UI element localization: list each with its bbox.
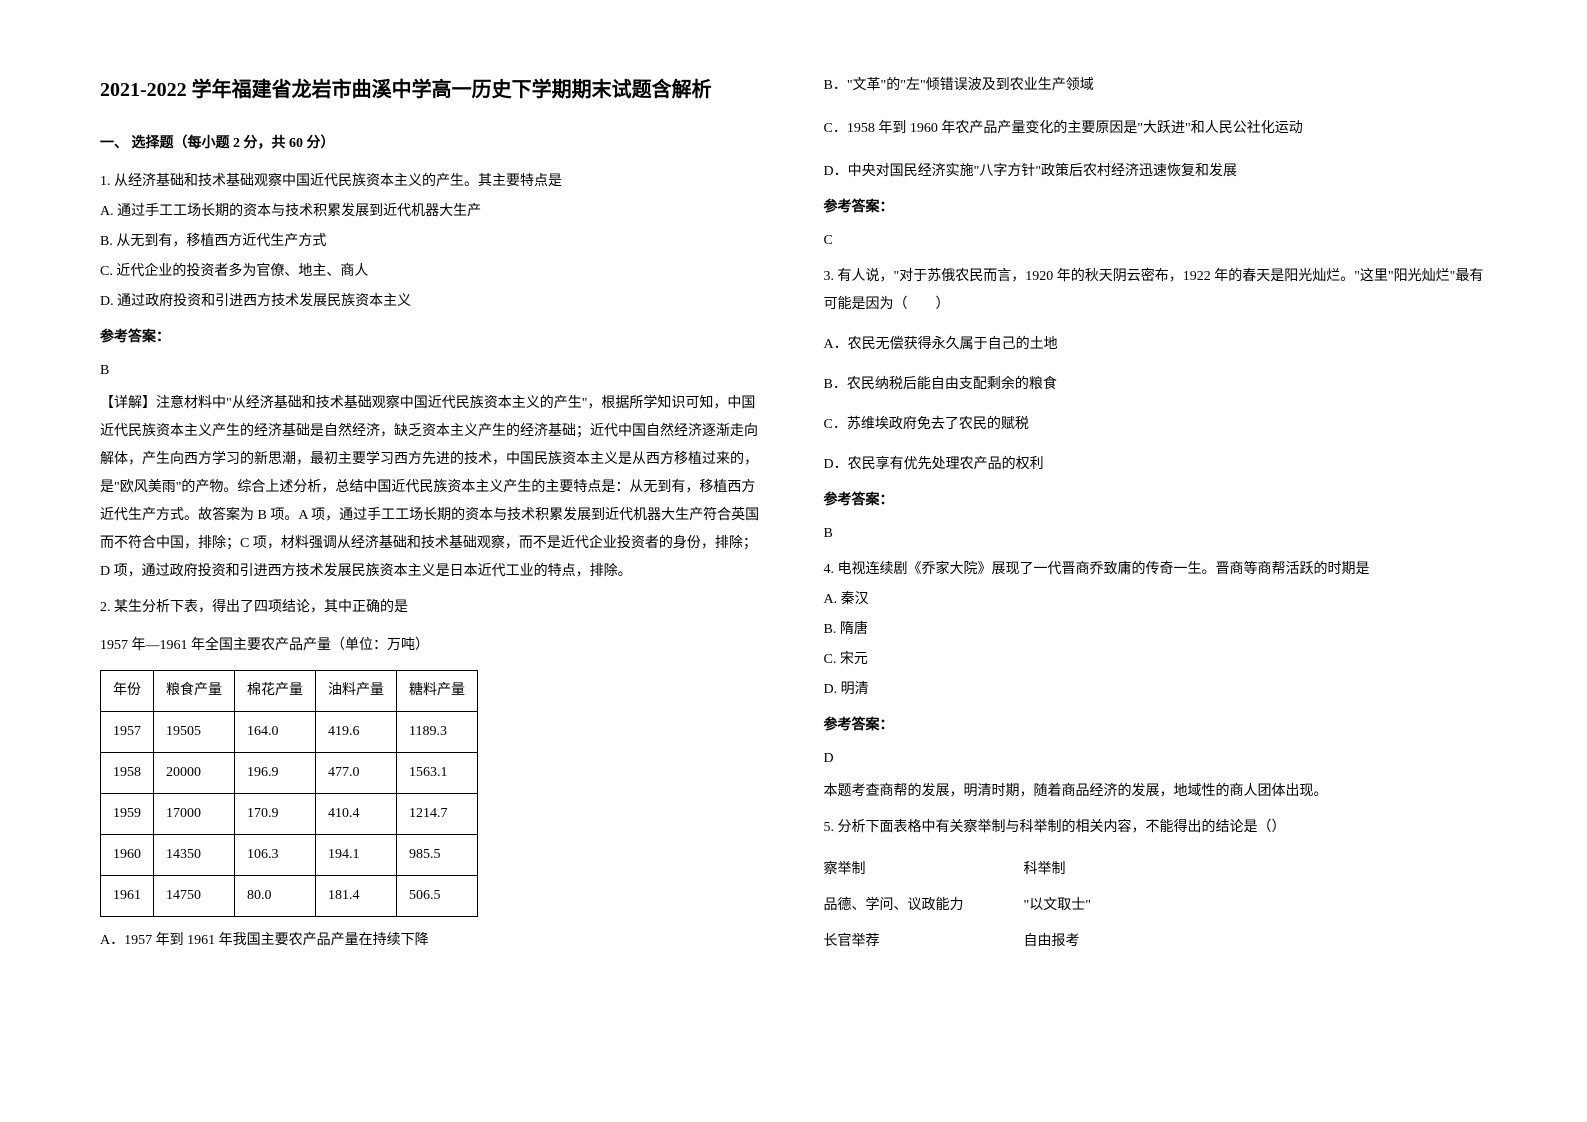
table-row: 1957 19505 164.0 419.6 1189.3: [101, 712, 478, 753]
table-row: 1959 17000 170.9 410.4 1214.7: [101, 794, 478, 835]
q3-option-d: D．农民享有优先处理农产品的权利: [824, 451, 1488, 479]
table-cell: 17000: [154, 794, 235, 835]
q2-stem: 2. 某生分析下表，得出了四项结论，其中正确的是: [100, 594, 764, 622]
q1-stem: 1. 从经济基础和技术基础观察中国近代民族资本主义的产生。其主要特点是: [100, 168, 764, 196]
q4-stem: 4. 电视连续剧《乔家大院》展现了一代晋商乔致庸的传奇一生。晋商等商帮活跃的时期…: [824, 556, 1488, 584]
q3-answer-label: 参考答案：: [824, 487, 1488, 515]
table-header: 油料产量: [316, 671, 397, 712]
q4-option-d: D. 明清: [824, 676, 1488, 704]
table-cell: 170.9: [235, 794, 316, 835]
q5-stem: 5. 分析下面表格中有关察举制与科举制的相关内容，不能得出的结论是（）: [824, 814, 1488, 842]
q3-option-b: B．农民纳税后能自由支配剩余的粮食: [824, 371, 1488, 399]
q4-option-b: B. 隋唐: [824, 616, 1488, 644]
q5-table: 察举制 科举制 品德、学问、议政能力 "以文取士" 长官举荐 自由报考: [824, 852, 1151, 960]
table-cell: 1957: [101, 712, 154, 753]
table-cell: 506.5: [397, 876, 478, 917]
table-cell: 1214.7: [397, 794, 478, 835]
table-cell: 19505: [154, 712, 235, 753]
table-header: 糖料产量: [397, 671, 478, 712]
table-cell: 1563.1: [397, 753, 478, 794]
table-cell: 1189.3: [397, 712, 478, 753]
document-title: 2021-2022 学年福建省龙岩市曲溪中学高一历史下学期期末试题含解析: [100, 70, 764, 110]
table-cell: 164.0: [235, 712, 316, 753]
table-cell: 194.1: [316, 835, 397, 876]
q4-option-a: A. 秦汉: [824, 586, 1488, 614]
table-cell: 品德、学问、议政能力: [824, 888, 1024, 924]
table-header: 粮食产量: [154, 671, 235, 712]
table-header-row: 年份 粮食产量 棉花产量 油料产量 糖料产量: [101, 671, 478, 712]
table-cell: 80.0: [235, 876, 316, 917]
table-cell: 196.9: [235, 753, 316, 794]
table-cell: 106.3: [235, 835, 316, 876]
question-5: 5. 分析下面表格中有关察举制与科举制的相关内容，不能得出的结论是（） 察举制 …: [824, 814, 1488, 960]
table-cell: 20000: [154, 753, 235, 794]
table-cell: 1958: [101, 753, 154, 794]
table-cell: 181.4: [316, 876, 397, 917]
q1-explanation: 【详解】注意材料中"从经济基础和技术基础观察中国近代民族资本主义的产生"，根据所…: [100, 390, 764, 586]
table-row: 1961 14750 80.0 181.4 506.5: [101, 876, 478, 917]
question-3: 3. 有人说，"对于苏俄农民而言，1920 年的秋天阴云密布，1922 年的春天…: [824, 263, 1488, 548]
left-column: 2021-2022 学年福建省龙岩市曲溪中学高一历史下学期期末试题含解析 一、 …: [100, 70, 764, 970]
q4-answer-label: 参考答案：: [824, 712, 1488, 740]
q3-option-a: A．农民无偿获得永久属于自己的土地: [824, 331, 1488, 359]
q2-option-d: D．中央对国民经济实施"八字方针"政策后农村经济迅速恢复和发展: [824, 158, 1488, 186]
q2-table: 年份 粮食产量 棉花产量 油料产量 糖料产量 1957 19505 164.0 …: [100, 670, 478, 917]
right-column: B．"文革"的"左"倾错误波及到农业生产领域 C．1958 年到 1960 年农…: [824, 70, 1488, 970]
q2-option-b: B．"文革"的"左"倾错误波及到农业生产领域: [824, 72, 1488, 100]
table-cell: 1960: [101, 835, 154, 876]
question-2: 2. 某生分析下表，得出了四项结论，其中正确的是 1957 年—1961 年全国…: [100, 594, 764, 955]
table-cell: 1961: [101, 876, 154, 917]
table-cell: 1959: [101, 794, 154, 835]
question-4: 4. 电视连续剧《乔家大院》展现了一代晋商乔致庸的传奇一生。晋商等商帮活跃的时期…: [824, 556, 1488, 806]
q2-table-title: 1957 年—1961 年全国主要农产品产量（单位：万吨）: [100, 632, 764, 660]
q2-option-a: A．1957 年到 1961 年我国主要农产品产量在持续下降: [100, 927, 764, 955]
q1-option-a: A. 通过手工工场长期的资本与技术积累发展到近代机器大生产: [100, 198, 764, 226]
table-cell: 410.4: [316, 794, 397, 835]
table-row: 察举制 科举制: [824, 852, 1151, 888]
table-row: 1960 14350 106.3 194.1 985.5: [101, 835, 478, 876]
table-row: 长官举荐 自由报考: [824, 924, 1151, 960]
q2-answer-label: 参考答案：: [824, 194, 1488, 222]
q4-answer: D: [824, 745, 1488, 773]
q4-option-c: C. 宋元: [824, 646, 1488, 674]
table-cell: 14350: [154, 835, 235, 876]
table-header: 年份: [101, 671, 154, 712]
q1-option-b: B. 从无到有，移植西方近代生产方式: [100, 228, 764, 256]
q1-answer-label: 参考答案：: [100, 324, 764, 352]
q1-option-c: C. 近代企业的投资者多为官僚、地主、商人: [100, 258, 764, 286]
q3-stem: 3. 有人说，"对于苏俄农民而言，1920 年的秋天阴云密布，1922 年的春天…: [824, 263, 1488, 319]
table-cell: 477.0: [316, 753, 397, 794]
table-header: 棉花产量: [235, 671, 316, 712]
section-header: 一、 选择题（每小题 2 分，共 60 分）: [100, 130, 764, 158]
q1-answer: B: [100, 357, 764, 385]
table-row: 品德、学问、议政能力 "以文取士": [824, 888, 1151, 924]
q3-option-c: C．苏维埃政府免去了农民的赋税: [824, 411, 1488, 439]
table-cell: 察举制: [824, 852, 1024, 888]
question-1: 1. 从经济基础和技术基础观察中国近代民族资本主义的产生。其主要特点是 A. 通…: [100, 168, 764, 586]
table-cell: 科举制: [1024, 852, 1151, 888]
q4-explanation: 本题考查商帮的发展，明清时期，随着商品经济的发展，地域性的商人团体出现。: [824, 778, 1488, 806]
table-cell: "以文取士": [1024, 888, 1151, 924]
table-cell: 自由报考: [1024, 924, 1151, 960]
q1-option-d: D. 通过政府投资和引进西方技术发展民族资本主义: [100, 288, 764, 316]
q3-answer: B: [824, 520, 1488, 548]
table-cell: 长官举荐: [824, 924, 1024, 960]
table-cell: 419.6: [316, 712, 397, 753]
table-cell: 985.5: [397, 835, 478, 876]
q2-answer: C: [824, 227, 1488, 255]
table-row: 1958 20000 196.9 477.0 1563.1: [101, 753, 478, 794]
table-cell: 14750: [154, 876, 235, 917]
q2-option-c: C．1958 年到 1960 年农产品产量变化的主要原因是"大跃进"和人民公社化…: [824, 115, 1488, 143]
